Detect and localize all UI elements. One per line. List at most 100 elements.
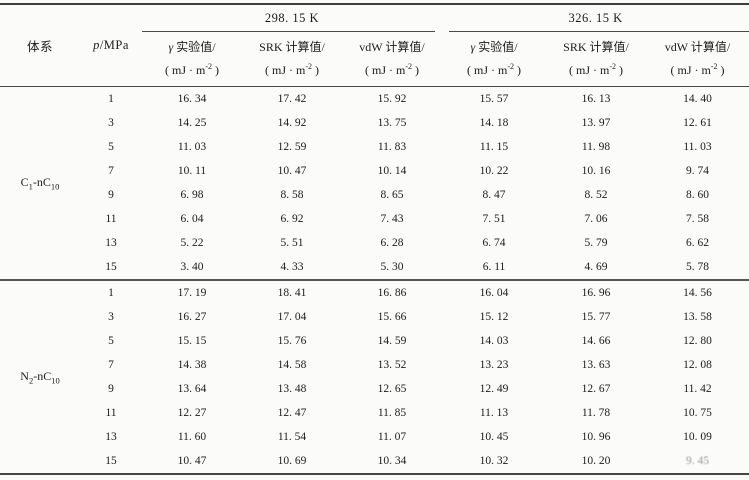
header-vdw-326: vdW 计算值/ ( mJ · m-2 ) [646,32,749,87]
pressure-symbol: p [93,38,100,52]
value-cell: 11. 07 [377,431,407,443]
value-cell: 17. 19 [177,287,207,299]
measure-label: γ 实验值/ [470,39,518,54]
value-cell: 5. 22 [180,237,204,249]
value-cell: 13. 63 [581,359,611,371]
temp-header-row: 体系 p/MPa 298. 15 K 326. 15 K [0,4,749,54]
measure-label: vdW 计算值/ [664,39,731,54]
table-row: 7 14. 38 14. 58 13. 52 13. 23 13. 63 12. 08 [0,353,749,377]
value-cell: 6. 74 [482,237,506,249]
value-cell: 11. 03 [683,141,712,153]
table-row: 3 16. 27 17. 04 15. 66 15. 12 15. 77 13. 58 [0,305,749,329]
value-cell: 11. 85 [377,407,407,419]
value-cell: 13. 23 [479,359,509,371]
value-cell: 12. 67 [581,383,611,395]
value-cell: 6. 98 [180,189,204,201]
value-cell: 12. 08 [683,359,712,371]
value-cell: 4. 69 [584,261,608,273]
value-cell: 13. 64 [177,383,207,395]
value-cell: 12. 61 [683,117,712,129]
value-cell: 10. 75 [683,407,712,419]
pressure-cell: 3 [108,311,114,323]
pressure-cell: 9 [108,383,114,395]
table-row: 11 12. 27 12. 47 11. 85 11. 13 11. 78 10. 75 [0,401,749,425]
value-cell: 15. 12 [479,311,509,323]
value-cell: 5. 79 [584,237,608,249]
value-cell: 10. 45 [479,431,509,443]
value-cell: 13. 97 [581,117,611,129]
value-cell: 8. 65 [380,189,404,201]
value-cell: 4. 33 [280,261,304,273]
value-cell: 5. 78 [686,261,710,273]
table-row: 3 14. 25 14. 92 13. 75 14. 18 13. 97 12. 61 [0,111,749,135]
value-cell: 7. 51 [482,213,506,225]
table-header: 体系 p/MPa 298. 15 K 326. 15 K γ 实验值/ ( mJ… [0,4,749,87]
measure-header-row: γ 实验值/ ( mJ · m-2 ) SRK 计算值/ ( mJ · m-2 … [0,32,749,87]
pressure-unit: /MPa [99,38,129,52]
value-cell: 12. 80 [683,335,712,347]
value-cell: 15. 15 [177,335,207,347]
table-row: 11 6. 04 6. 92 7. 43 7. 51 7. 06 7. 58 [0,207,749,231]
table-row: 15 3. 40 4. 33 5. 30 6. 11 4. 69 5. 78 [0,255,749,280]
value-cell: 7. 58 [686,213,710,225]
header-pressure: p/MPa [80,4,142,87]
value-cell: 14. 38 [177,359,207,371]
table-row: N2-nC10 1 17. 19 18. 41 16. 86 16. 04 16. 96… [0,280,749,385]
table-row: 5 15. 15 15. 76 14. 59 14. 03 14. 66 12. 80 [0,329,749,353]
header-gamma-exp-298: γ 实验值/ ( mJ · m-2 ) [142,32,242,87]
value-cell: 8. 60 [686,189,710,201]
value-cell: 14. 40 [683,93,712,105]
value-cell: 10. 09 [683,431,712,443]
value-cell: 15. 77 [581,311,611,323]
value-cell: 14. 66 [581,335,611,347]
measure-unit: ( mJ · m-2 ) [365,62,420,77]
value-cell: 10. 34 [377,455,407,467]
value-cell: 15. 76 [277,335,307,347]
value-cell: 14. 03 [479,335,509,347]
value-cell: 11. 83 [377,141,407,153]
system-label: N2-nC10 [20,368,60,386]
pressure-cell: 9 [108,189,114,201]
value-cell: 12. 65 [377,383,407,395]
block-n2-nc10: N2-nC10 1 17. 19 18. 41 16. 86 16. 04 16. 96… [0,280,749,474]
value-cell: 6. 04 [180,213,204,225]
measure-unit: ( mJ · m-2 ) [467,62,522,77]
pressure-cell: 7 [108,359,114,371]
value-cell: 16. 27 [177,311,207,323]
value-cell: 7. 06 [584,213,608,225]
page: { "table": { "headers": { "system": "体系"… [0,3,749,480]
value-cell: 11. 78 [581,407,611,419]
value-cell: 13. 52 [377,359,407,371]
value-cell: 14. 56 [683,287,712,299]
value-cell: 12. 27 [177,407,207,419]
thermo-data-table: 体系 p/MPa 298. 15 K 326. 15 K γ 实验值/ ( mJ… [0,3,749,475]
table-row: 5 11. 03 12. 59 11. 83 11. 15 11. 98 11. 03 [0,135,749,159]
pressure-cell: 13 [105,237,117,249]
value-cell: 14. 18 [479,117,509,129]
value-cell: 6. 92 [280,213,304,225]
header-temp-326: 326. 15 K [442,4,749,32]
value-cell: 11. 98 [581,141,611,153]
measure-label: SRK 计算值/ [259,39,325,54]
value-cell: 3. 40 [180,261,204,273]
value-cell: 16. 13 [581,93,611,105]
pressure-cell: 11 [105,213,117,225]
pressure-cell: 1 [108,287,114,299]
value-cell: 17. 04 [277,311,307,323]
value-cell: 18. 41 [277,287,307,299]
header-system: 体系 [26,40,53,54]
pressure-cell: 13 [105,431,117,443]
value-cell: 10. 20 [581,455,611,467]
value-cell: 12. 49 [479,383,509,395]
pressure-cell: 5 [108,141,114,153]
value-cell: 6. 11 [482,261,506,273]
value-cell: 13. 75 [377,117,407,129]
pressure-cell: 5 [108,335,114,347]
value-cell: 8. 58 [280,189,304,201]
table-row: C1-nC10 1 16. 34 17. 42 15. 92 15. 57 16. 13… [0,87,749,191]
header-gamma-exp-326: γ 实验值/ ( mJ · m-2 ) [442,32,546,87]
value-cell: 6. 28 [380,237,404,249]
value-cell: 14. 25 [177,117,207,129]
value-cell: 17. 42 [277,93,307,105]
header-srk-326: SRK 计算值/ ( mJ · m-2 ) [546,32,646,87]
